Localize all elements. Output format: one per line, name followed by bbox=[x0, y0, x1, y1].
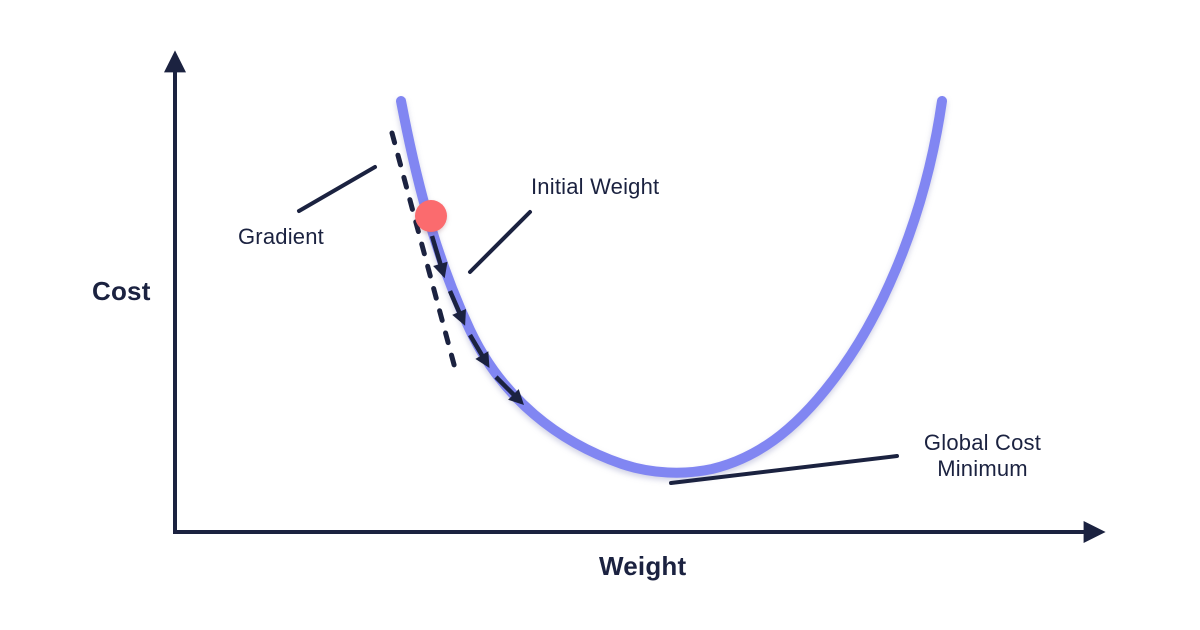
cost-axis-label: Cost bbox=[92, 276, 151, 306]
descent-arrow-3 bbox=[468, 333, 490, 368]
descent-arrow-2 bbox=[447, 290, 466, 326]
global-minimum-leader-line bbox=[669, 454, 899, 485]
descent-arrows bbox=[429, 235, 525, 406]
initial-weight-dot bbox=[415, 200, 447, 232]
gradient-leader-line bbox=[297, 165, 377, 213]
initial-weight-label: Initial Weight bbox=[531, 174, 660, 199]
global-cost-minimum-line2: Minimum bbox=[937, 456, 1028, 481]
weight-axis-label: Weight bbox=[599, 551, 687, 581]
descent-arrow-4 bbox=[494, 375, 525, 406]
initial-weight-leader-line bbox=[468, 210, 532, 274]
gradient-label: Gradient bbox=[238, 224, 324, 249]
gradient-tangent-dashed-line bbox=[389, 130, 459, 375]
global-cost-minimum-label: Global Cost Minimum bbox=[890, 430, 1075, 482]
global-cost-minimum-line1: Global Cost bbox=[923, 430, 1042, 455]
cost-curve bbox=[396, 96, 947, 478]
descent-arrow-1 bbox=[429, 235, 448, 279]
